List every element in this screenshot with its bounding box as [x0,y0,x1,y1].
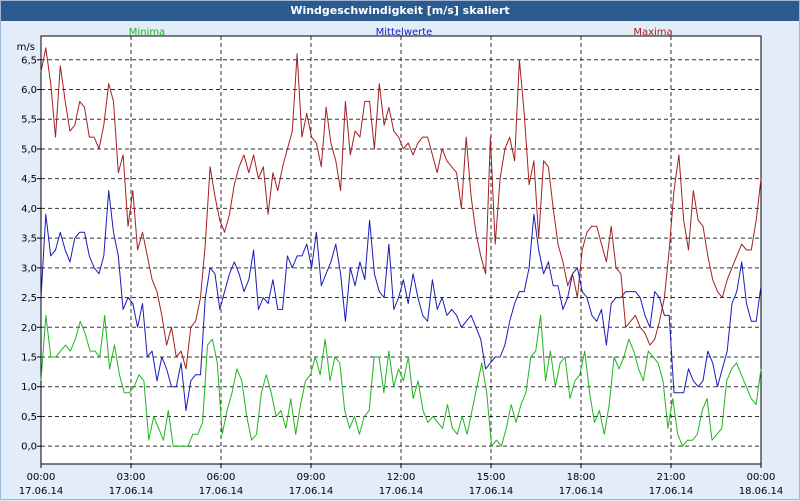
y-tick-label: 5,0 [21,144,37,155]
y-tick-label: 4,0 [21,204,37,215]
y-tick-label: 1,5 [21,353,37,364]
legend-minima: Minima [129,27,165,38]
x-tick-date: 17.06.14 [649,486,694,497]
x-tick-date: 18.06.14 [739,486,784,497]
series-line-mittelwerte [40,190,762,411]
y-tick-label: 6,5 [21,55,37,66]
y-tick-label: 2,0 [21,323,37,334]
x-tick-time: 18:00 [567,472,596,483]
x-tick-time: 00:00 [27,472,56,483]
x-tick-time: 21:00 [657,472,686,483]
y-tick-label: 3,0 [21,263,37,274]
y-tick-label: 3,5 [21,234,37,245]
y-tick-label: 5,5 [21,115,37,126]
y-tick-label: 0,0 [21,442,37,453]
x-tick-date: 17.06.14 [199,486,244,497]
y-tick-label: 2,5 [21,293,37,304]
x-tick-time: 06:00 [207,472,236,483]
y-axis-label: m/s [17,42,35,53]
x-tick-time: 00:00 [747,472,776,483]
x-tick-date: 17.06.14 [469,486,514,497]
y-tick-label: 0,5 [21,412,37,423]
x-tick-date: 17.06.14 [289,486,334,497]
x-tick-date: 17.06.14 [379,486,424,497]
series-line-maxima [40,47,762,370]
x-tick-date: 17.06.14 [109,486,154,497]
y-tick-label: 1,0 [21,382,37,393]
series-line-minima [40,314,762,447]
x-tick-time: 03:00 [117,472,146,483]
legend-mittelwerte: Mittelwerte [376,27,433,38]
legend-maxima: Maxima [633,27,672,38]
x-tick-date: 17.06.14 [559,486,604,497]
y-tick-label: 6,0 [21,85,37,96]
x-tick-time: 15:00 [477,472,506,483]
y-tick-label: 4,5 [21,174,37,185]
x-tick-time: 12:00 [387,472,416,483]
x-tick-date: 17.06.14 [19,486,64,497]
chart-title: Windgeschwindigkeit [m/s] skaliert [1,1,799,21]
x-tick-time: 09:00 [297,472,326,483]
